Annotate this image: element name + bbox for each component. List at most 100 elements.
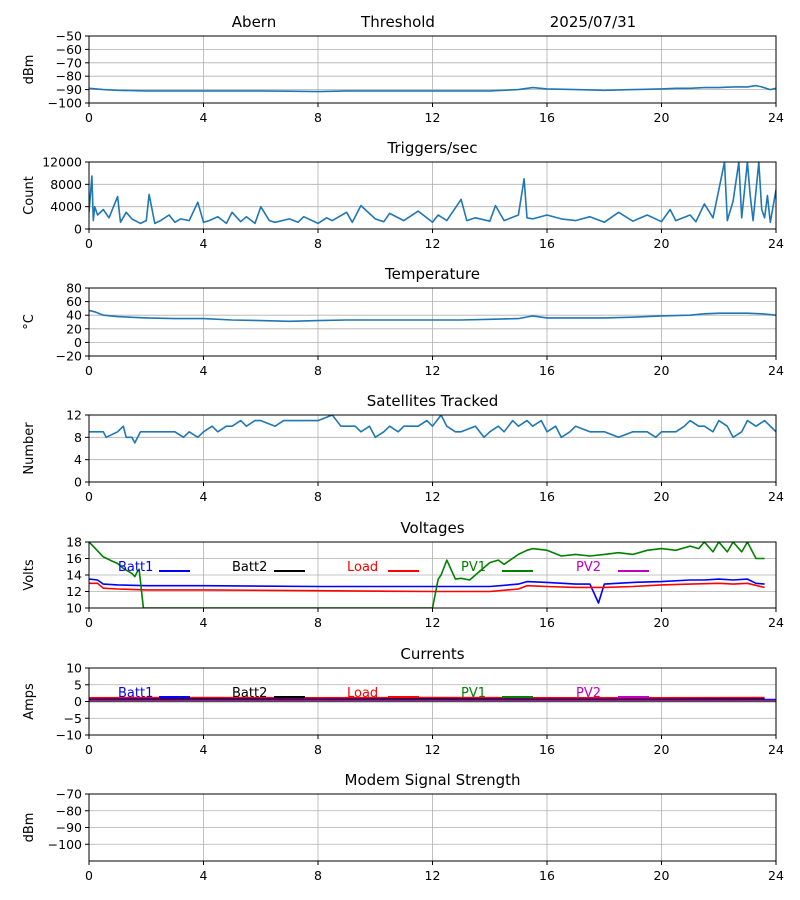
x-tick-label: 16 xyxy=(539,110,555,125)
x-tick-label: 24 xyxy=(768,868,784,883)
y-tick-label: 12000 xyxy=(42,155,82,170)
panel-modem: 0 4 8 12 16 20 24 −100 −90 −80−70 Modem Signal Str… xyxy=(22,771,784,883)
y-axis-label: °C xyxy=(22,314,37,330)
x-tick-label: 12 xyxy=(425,615,441,630)
y-tick-label: 18 xyxy=(66,535,82,550)
x-tick-label: 24 xyxy=(768,236,784,251)
y-tick-label: 8000 xyxy=(50,177,82,192)
legend-label-load: Load xyxy=(347,686,378,701)
x-tick-label: 12 xyxy=(425,363,441,378)
y-axis-label: dBm xyxy=(22,813,37,843)
y-tick-label: −80 xyxy=(56,803,82,818)
legend-label-pv1: PV1 xyxy=(461,560,486,575)
x-tick-label: 0 xyxy=(85,615,93,630)
x-tick-label: 12 xyxy=(425,489,441,504)
y-tick-label: 80 xyxy=(66,281,82,296)
series-line-satellites xyxy=(89,415,776,444)
x-tick-label: 4 xyxy=(200,489,208,504)
x-tick-label: 0 xyxy=(85,868,93,883)
y-tick-label: −10 xyxy=(56,728,82,743)
x-tick-label: 16 xyxy=(539,489,555,504)
x-tick-label: 8 xyxy=(314,615,322,630)
y-tick-label: −60 xyxy=(56,42,82,57)
x-tick-label: 4 xyxy=(200,615,208,630)
y-axis-label: Volts xyxy=(22,559,37,591)
x-tick-label: 4 xyxy=(200,742,208,757)
y-tick-label: −90 xyxy=(56,820,82,835)
x-tick-label: 12 xyxy=(425,742,441,757)
y-tick-label: 60 xyxy=(66,294,82,309)
header-site: Abern xyxy=(232,13,276,31)
chart-title: Triggers/sec xyxy=(387,139,478,157)
series-group xyxy=(89,696,776,703)
legend-label-load: Load xyxy=(347,560,378,575)
x-tick-label: 16 xyxy=(539,868,555,883)
y-tick-label: 5 xyxy=(74,677,82,692)
y-tick-label: 14 xyxy=(66,568,82,583)
chart-title: Satellites Tracked xyxy=(367,392,498,410)
chart-title: Voltages xyxy=(400,519,464,537)
x-tick-label: 8 xyxy=(314,110,322,125)
series-group xyxy=(89,309,776,323)
x-tick-label: 4 xyxy=(200,868,208,883)
series-line-load xyxy=(89,582,765,593)
x-tick-label: 8 xyxy=(314,489,322,504)
y-tick-label: 0 xyxy=(74,475,82,490)
y-tick-label: 0 xyxy=(74,694,82,709)
y-axis-label: Number xyxy=(22,422,37,475)
series-line-pv1 xyxy=(89,542,765,608)
y-tick-label: −100 xyxy=(48,837,82,852)
y-axis-label: Count xyxy=(22,176,37,215)
x-tick-label: 4 xyxy=(200,363,208,378)
x-tick-label: 20 xyxy=(654,742,670,757)
x-tick-label: 8 xyxy=(314,742,322,757)
legend-label-pv2: PV2 xyxy=(576,686,601,701)
series-line-triggers xyxy=(89,162,776,225)
y-axis-label: dBm xyxy=(22,55,37,85)
x-tick-label: 0 xyxy=(85,110,93,125)
x-tick-label: 20 xyxy=(654,363,670,378)
x-tick-label: 24 xyxy=(768,742,784,757)
series-line-signal xyxy=(89,84,776,93)
y-tick-label: 16 xyxy=(66,551,82,566)
series-line-temperature xyxy=(89,309,776,323)
y-axis-label: Amps xyxy=(22,683,37,720)
x-tick-label: 24 xyxy=(768,110,784,125)
x-tick-label: 20 xyxy=(654,236,670,251)
series-group xyxy=(89,162,776,225)
y-tick-label: −90 xyxy=(56,82,82,97)
x-tick-label: 4 xyxy=(200,236,208,251)
y-tick-label: −5 xyxy=(64,711,82,726)
chart-title: Modem Signal Strength xyxy=(345,771,521,789)
y-tick-label: −20 xyxy=(56,349,82,364)
y-tick-label: −100 xyxy=(48,96,82,111)
panel-currents: 0 4 8 12 16 20 24 −10 −5 0 510 Currents Amps Batt1 Bat… xyxy=(22,645,784,757)
x-tick-label: 24 xyxy=(768,363,784,378)
y-tick-label: 10 xyxy=(66,601,82,616)
x-tick-label: 20 xyxy=(654,489,670,504)
x-tick-label: 16 xyxy=(539,236,555,251)
x-tick-label: 12 xyxy=(425,868,441,883)
x-tick-label: 8 xyxy=(314,236,322,251)
x-tick-label: 12 xyxy=(425,110,441,125)
legend-label-batt2: Batt2 xyxy=(232,560,267,575)
chart-title: Currents xyxy=(400,645,464,663)
y-tick-label: −50 xyxy=(56,29,82,44)
legend-label-batt1: Batt1 xyxy=(118,686,153,701)
y-tick-label: −70 xyxy=(56,55,82,70)
x-tick-label: 24 xyxy=(768,615,784,630)
x-tick-label: 16 xyxy=(539,615,555,630)
y-tick-label: 0 xyxy=(74,335,82,350)
x-tick-label: 16 xyxy=(539,363,555,378)
x-tick-label: 8 xyxy=(314,363,322,378)
y-tick-label: 40 xyxy=(66,308,82,323)
series-group xyxy=(89,84,776,93)
series-group xyxy=(89,542,765,608)
legend-label-pv2: PV2 xyxy=(576,560,601,575)
y-tick-label: −80 xyxy=(56,69,82,84)
x-tick-label: 4 xyxy=(200,110,208,125)
y-tick-label: 0 xyxy=(74,222,82,237)
series-group xyxy=(89,415,776,444)
